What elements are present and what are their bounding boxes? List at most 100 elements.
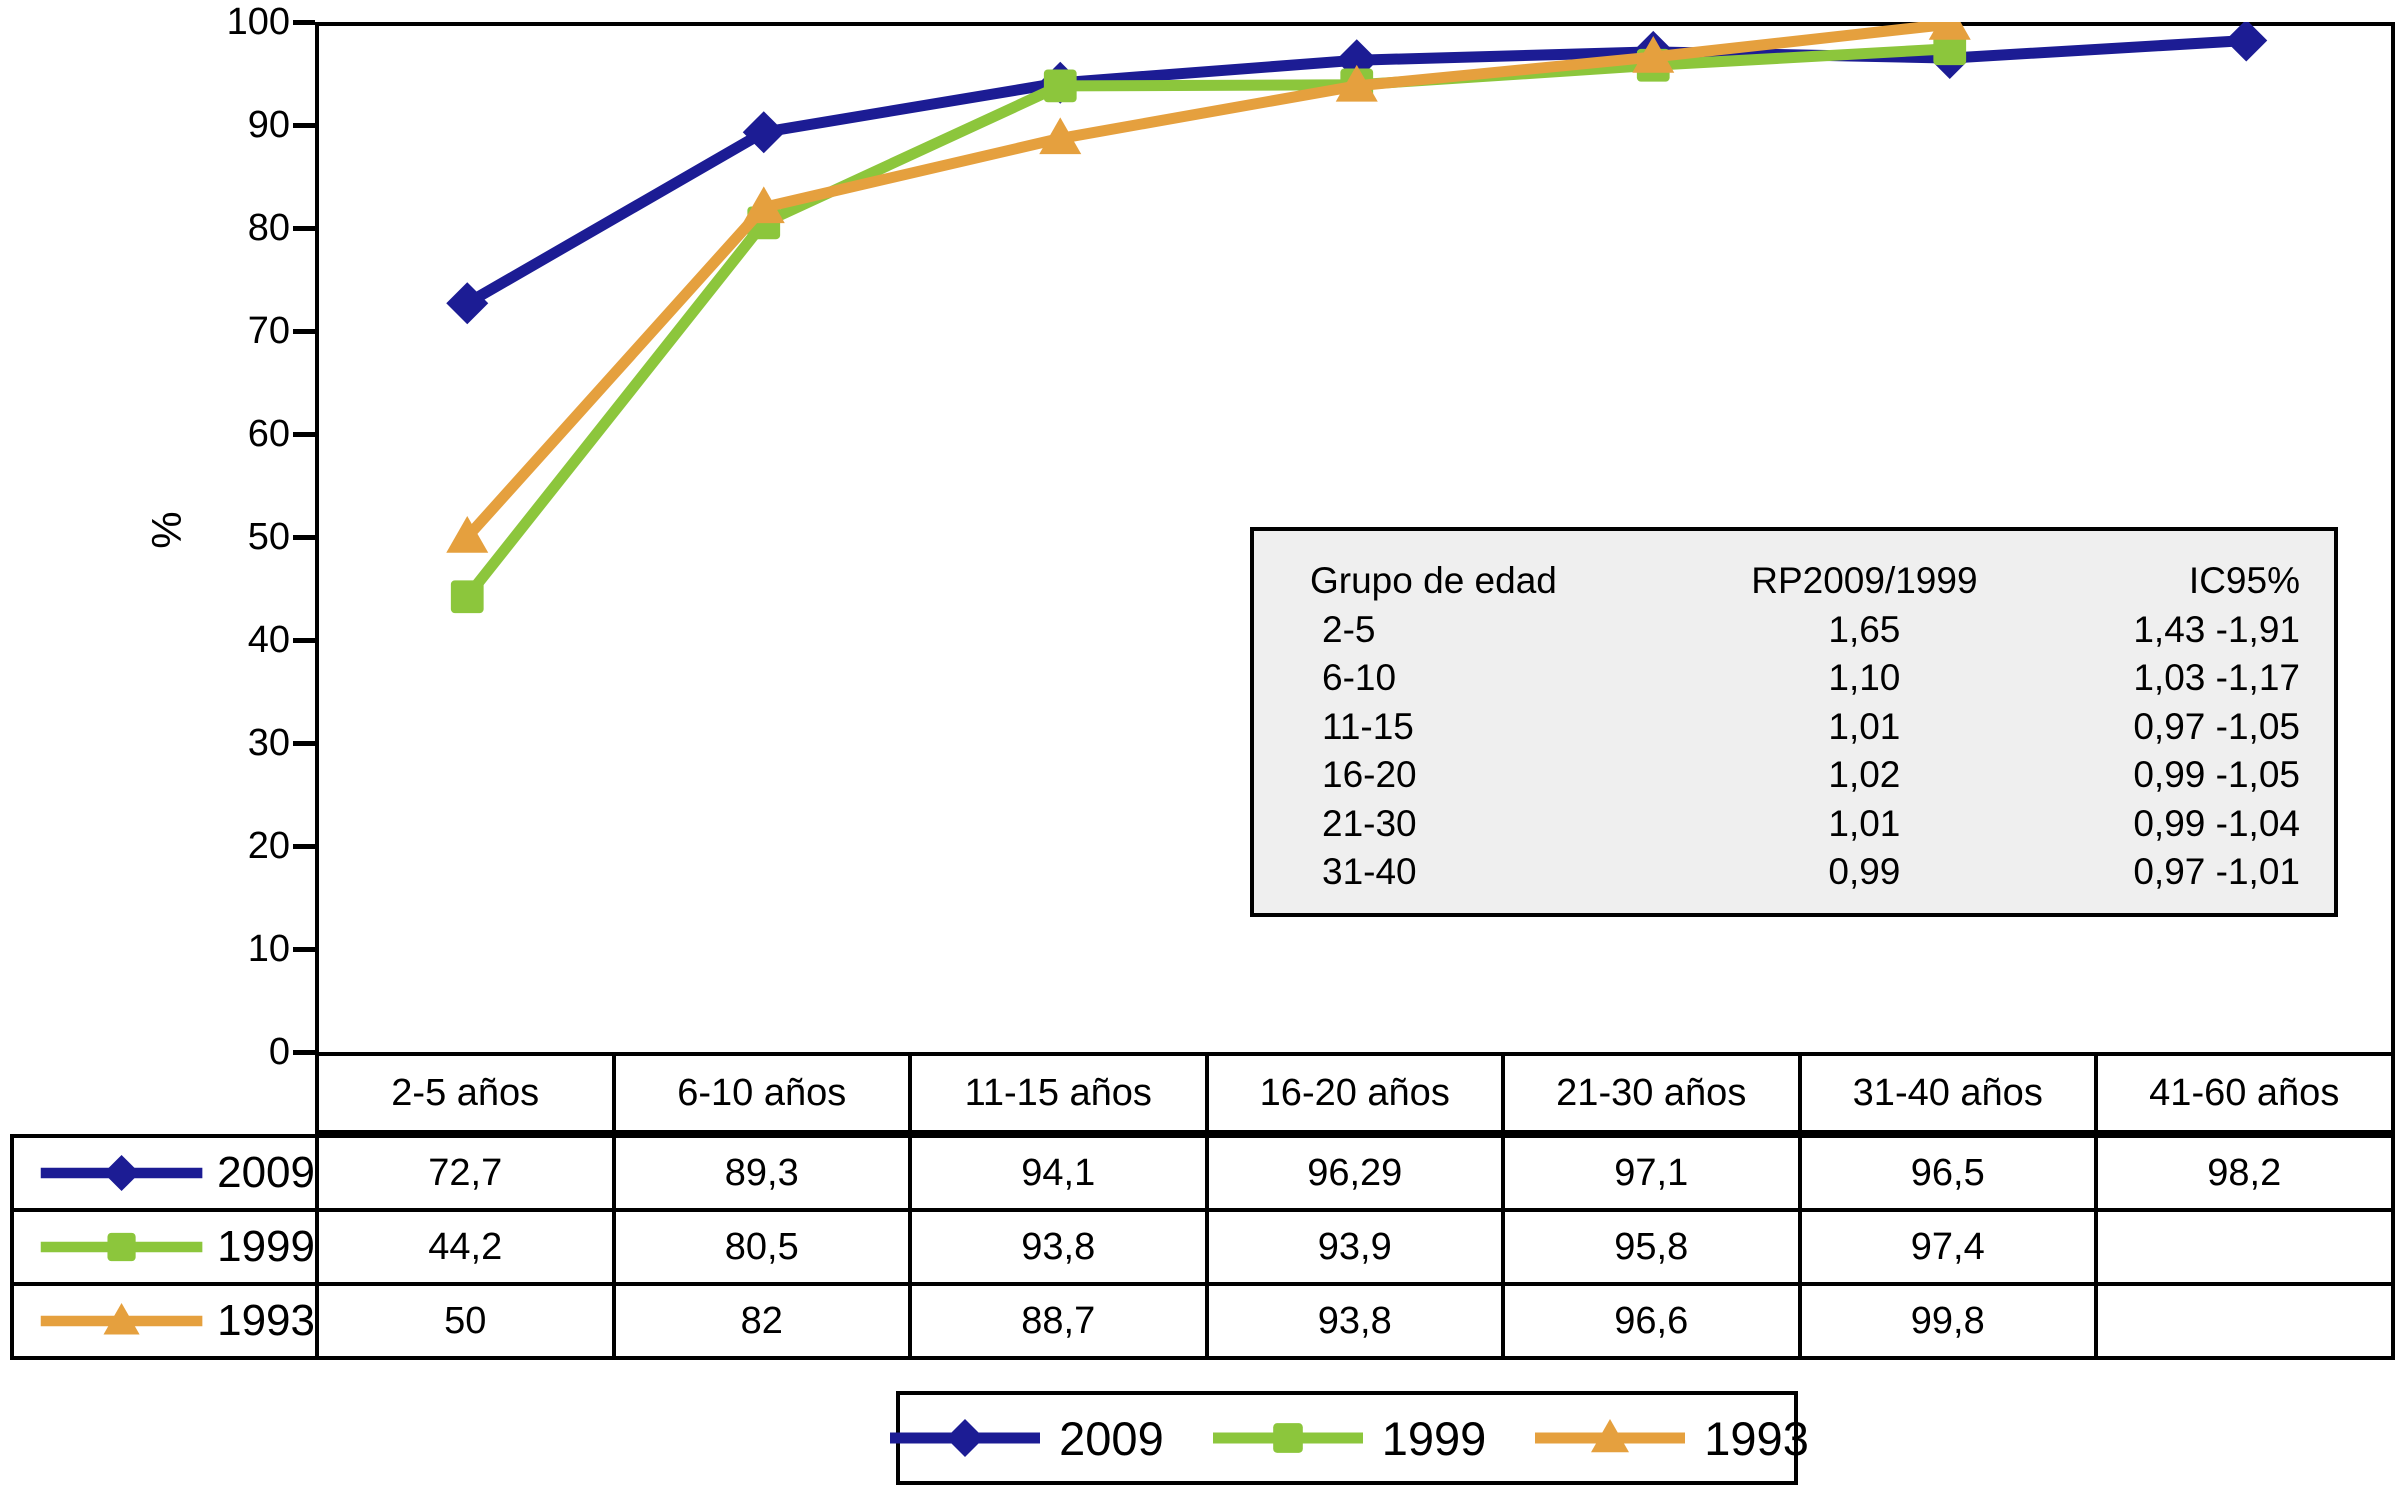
- marker-diamond-icon: [2225, 22, 2268, 62]
- marker-square-icon: [1043, 69, 1077, 103]
- inset-cell: 1,01: [1828, 705, 1901, 747]
- category-header-row: 2-5 años 6-10 años 11-15 años 16-20 años 21-…: [315, 1052, 2395, 1134]
- table-value-cell: 99,8: [1801, 1286, 2098, 1360]
- table-header-cell: 2-5 años: [319, 1056, 616, 1134]
- y-axis-tick-label: 20: [247, 825, 290, 867]
- marker-triangle-icon: [1591, 1419, 1630, 1453]
- inset-data-row: 11-15 1,01 0,97 -1,05: [1310, 703, 2300, 752]
- inset-cell: 21-30: [1322, 802, 1417, 844]
- marker-square-icon: [450, 580, 484, 614]
- y-axis-tick-mark: [293, 637, 315, 643]
- table-header-cell: 6-10 años: [615, 1056, 912, 1134]
- inset-cell: 0,97 -1,01: [2133, 851, 2300, 892]
- marker-square-icon: [1272, 1423, 1303, 1453]
- legend-label: 2009: [1059, 1411, 1164, 1465]
- inset-data-row: 16-20 1,02 0,99 -1,05: [1310, 751, 2300, 800]
- marker-triangle-icon: [446, 516, 489, 553]
- legend-box: 2009 1999 1993: [890, 1391, 1809, 1485]
- legend-marker-icon: [1535, 1419, 1686, 1453]
- legend-marker-icon: [890, 1419, 1041, 1457]
- inset-cell: 2-5: [1322, 608, 1376, 650]
- marker-diamond-icon: [742, 111, 785, 154]
- legend-item: 2009: [885, 1410, 1164, 1466]
- y-axis-tick-mark: [293, 534, 315, 540]
- table-header-cell: 21-30 años: [1505, 1056, 1802, 1134]
- table-value-cell: 98,2: [2098, 1138, 2395, 1212]
- table-value-cell: [2098, 1212, 2395, 1286]
- y-axis-tick-mark: [293, 946, 315, 952]
- y-axis-tick-label: 60: [247, 413, 290, 455]
- legend-item: 1999: [1208, 1410, 1486, 1466]
- series-1993-line: [463, 22, 1951, 541]
- inset-column-header: RP2009/1999: [1751, 560, 1978, 601]
- legend-marker-icon: [1212, 1423, 1363, 1453]
- legend-item: 1993: [1530, 1410, 1809, 1466]
- series-row-label: 1993: [14, 1286, 319, 1360]
- y-axis-tick-label: 50: [247, 516, 290, 558]
- inset-data-row: 31-40 0,99 0,97 -1,01: [1310, 848, 2300, 897]
- table-value-cell: 97,4: [1801, 1212, 2098, 1286]
- table-value-cell: 44,2: [319, 1212, 616, 1286]
- inset-cell: 1,10: [1828, 657, 1901, 698]
- table-header-cell: 41-60 años: [2098, 1056, 2395, 1134]
- table-value-cell: 95,8: [1505, 1212, 1802, 1286]
- inset-data-row: 2-5 1,65 1,43 -1,91: [1310, 606, 2300, 655]
- inset-cell: 1,01: [1828, 802, 1901, 844]
- inset-header-row: Grupo de edad RP2009/1999 IC95%: [1310, 557, 2300, 606]
- y-axis-tick-label: 100: [226, 1, 290, 43]
- table-value-cell: 89,3: [615, 1138, 912, 1212]
- table-value-cell: 93,8: [1208, 1286, 1505, 1360]
- series-row-label: 1999: [14, 1212, 319, 1286]
- inset-cell: 1,03 -1,17: [2133, 657, 2300, 698]
- marker-square-icon: [1933, 32, 1967, 66]
- inset-cell: 1,43 -1,91: [2133, 608, 2300, 650]
- table-value-cell: 72,7: [319, 1138, 616, 1212]
- table-value-cell: 96,6: [1505, 1286, 1802, 1360]
- inset-cell: 1,02: [1828, 754, 1901, 795]
- marker-triangle-icon: [1335, 64, 1378, 102]
- table-value-cell: 80,5: [615, 1212, 912, 1286]
- series-name: 1999: [217, 1222, 315, 1271]
- table-value-cell: 88,7: [912, 1286, 1209, 1360]
- marker-diamond-icon: [103, 1154, 140, 1192]
- y-axis-tick-label: 40: [247, 619, 290, 661]
- inset-column-header: Grupo de edad: [1310, 560, 1557, 601]
- y-axis-tick-mark: [293, 431, 315, 437]
- series-name: 1993: [217, 1296, 315, 1345]
- legend-marker-icon: [40, 1302, 203, 1335]
- y-axis-tick-mark: [293, 328, 315, 334]
- marker-diamond-icon: [946, 1419, 985, 1457]
- table-value-cell: 94,1: [912, 1138, 1209, 1212]
- inset-cell: 0,99 -1,05: [2133, 754, 2300, 795]
- table-header-cell: 31-40 años: [1801, 1056, 2098, 1134]
- marker-triangle-icon: [103, 1302, 140, 1335]
- legend-marker-icon: [40, 1154, 203, 1192]
- table-value-cell: 93,9: [1208, 1212, 1505, 1286]
- y-axis-tick-mark: [293, 122, 315, 128]
- series-name: 2009: [217, 1148, 315, 1197]
- marker-triangle-icon: [1039, 117, 1082, 155]
- inset-column-header: IC95%: [2188, 560, 2300, 601]
- table-value-cell: 96,5: [1801, 1138, 2098, 1212]
- series-1999-line: [462, 43, 1951, 601]
- chart-svg: [446, 22, 2268, 614]
- table-value-cell: 97,1: [1505, 1138, 1802, 1212]
- inset-cell: 0,99: [1828, 851, 1901, 892]
- table-value-cell: 93,8: [912, 1212, 1209, 1286]
- y-axis-tick-mark: [293, 19, 315, 25]
- y-axis-tick-mark: [293, 843, 315, 849]
- legend-label: 1993: [1704, 1411, 1809, 1465]
- y-axis-tick-label: 90: [247, 104, 290, 146]
- inset-cell: 0,97 -1,05: [2133, 705, 2300, 747]
- marker-diamond-icon: [446, 282, 489, 325]
- y-axis-tick-mark: [293, 225, 315, 231]
- inset-cell: 6-10: [1322, 657, 1397, 698]
- y-axis-tick-label: 70: [247, 310, 290, 352]
- table-value-cell: 96,29: [1208, 1138, 1505, 1212]
- y-axis-tick-label: 80: [247, 207, 290, 249]
- table-value-cell: 50: [319, 1286, 616, 1360]
- series-row-label: 2009: [14, 1138, 319, 1212]
- marker-diamond-icon: [1335, 39, 1378, 82]
- table-value-cell: 82: [615, 1286, 912, 1360]
